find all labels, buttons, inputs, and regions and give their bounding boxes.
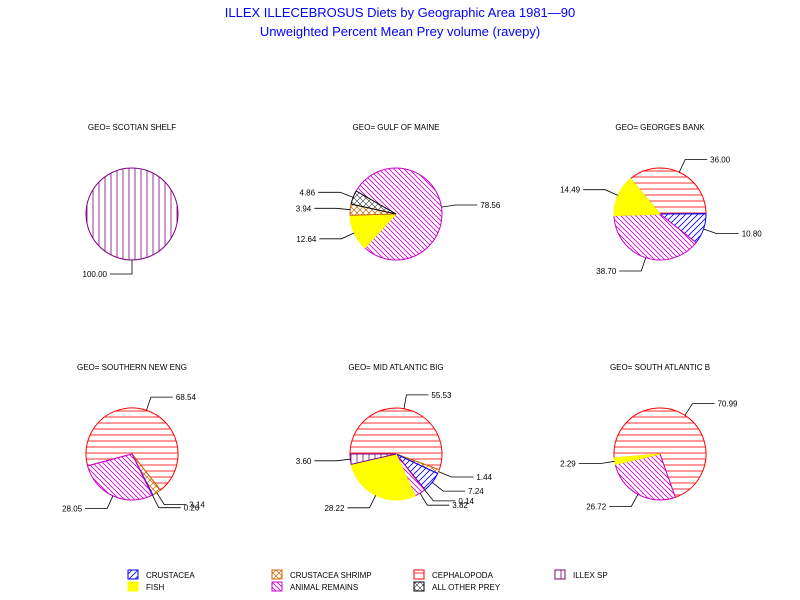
legend-label: ALL OTHER PREY (432, 583, 501, 592)
slice-value-label: 3.82 (452, 501, 468, 510)
legend-swatch (554, 569, 566, 580)
slice-value-label: 10.80 (742, 230, 763, 239)
slice-value-label: 68.54 (176, 393, 197, 402)
legend-item-crustacea: CRUSTACEA (127, 569, 195, 580)
pies-group: GEO= SCOTIAN SHELF 100.00 GEO= GULF OF MAI… (62, 123, 762, 514)
slice-value-label: 36.00 (710, 156, 731, 165)
slice-value-label: 100.00 (83, 270, 108, 279)
leader-line (146, 396, 173, 411)
slice-value-label: 0.26 (184, 504, 200, 513)
slice-value-label: 1.44 (476, 473, 492, 482)
legend-swatch (127, 581, 139, 592)
legend-item-crustacea-shrimp: CRUSTACEA SHRIMP (271, 569, 372, 580)
pie-slice-cephalopoda (613, 407, 707, 499)
slice-value-label: 3.94 (296, 204, 312, 213)
slice-value-label: 12.64 (296, 235, 317, 244)
slice-value-label: 0.14 (458, 497, 474, 506)
legend-item-all-other-prey: ALL OTHER PREY (413, 581, 501, 592)
leader-line (314, 458, 351, 462)
pie-slice-fish (350, 453, 416, 501)
slice-value-label: 4.86 (300, 188, 316, 197)
pie-slice-cephalopoda (349, 407, 443, 471)
pie-slice-fish (613, 178, 662, 217)
legend-label: CRUSTACEA SHRIMP (290, 571, 372, 580)
leader-line (703, 228, 739, 235)
legend-swatch (413, 581, 425, 592)
pie-label: GEO= GEORGES BANK (615, 123, 705, 132)
leader-line (319, 232, 355, 240)
legend: CRUSTACEA FISH CRUSTACEA SHRIMP ANIMAL REMA… (127, 569, 608, 592)
pie-slice-cephalopoda (85, 407, 179, 491)
pie-label: GEO= SOUTH ATLANTIC B (610, 363, 710, 372)
leader-line (110, 260, 133, 275)
leader-line (156, 492, 187, 506)
leader-line (85, 495, 114, 510)
legend-label: FISH (146, 583, 164, 592)
leader-line (424, 489, 456, 502)
legend-label: ANIMAL REMAINS (290, 583, 358, 592)
pie-slice-animal-remains (614, 453, 676, 501)
slice-value-label: 3.60 (296, 457, 312, 466)
legend-item-cephalopoda: CEPHALOPODA (413, 569, 494, 580)
leader-line (419, 492, 450, 506)
pie-panel: GEO= GULF OF MAINE 78.56 12.64 3.94 4.86 (296, 123, 501, 261)
legend-item-animal-remains: ANIMAL REMAINS (271, 581, 358, 592)
legend-label: CEPHALOPODA (432, 571, 494, 580)
legend-label: ILLEX SP (573, 571, 608, 580)
slice-value-label: 70.99 (717, 400, 738, 409)
pie-panel: GEO= SOUTH ATLANTIC B 70.99 26.72 2.29 (560, 363, 738, 512)
pie-panel: GEO= SOUTHERN NEW ENG 68.54 3.140.26 28.05 (62, 363, 205, 514)
legend-swatch (271, 569, 283, 580)
leader-line (152, 495, 181, 509)
chart-subtitle: Unweighted Percent Mean Prey volume (rav… (260, 24, 540, 39)
leader-line (441, 204, 478, 208)
leader-line (578, 460, 615, 464)
pie-label: GEO= SCOTIAN SHELF (88, 123, 176, 132)
legend-swatch (127, 569, 139, 580)
legend-swatch (271, 581, 283, 592)
leader-line (438, 471, 474, 478)
legend-item-illex-sp: ILLEX SP (554, 569, 608, 580)
slice-value-label: 38.70 (596, 267, 617, 276)
pie-slice-cephalopoda (629, 167, 707, 215)
pie-label: GEO= SOUTHERN NEW ENG (77, 363, 187, 372)
slice-value-label: 78.56 (480, 201, 501, 210)
pie-panel: GEO= MID ATLANTIC BIG55.531.447.240.143.… (296, 363, 493, 513)
slice-value-label: 28.22 (324, 504, 345, 513)
leader-line (684, 403, 715, 416)
pie-panel: GEO= GEORGES BANK 36.00 10.80 38.70 14.49 (560, 123, 762, 276)
slice-value-label: 26.72 (586, 503, 607, 512)
slice-value-label: 3.14 (189, 501, 205, 510)
leader-line (583, 189, 619, 196)
legend-item-fish: FISH (127, 581, 164, 592)
chart-title: ILLEX ILLECEBROSUS Diets by Geographic A… (225, 5, 575, 20)
slice-value-label: 7.24 (468, 487, 484, 496)
slice-value-label: 55.53 (431, 391, 452, 400)
legend-label: CRUSTACEA (146, 571, 195, 580)
leader-line (431, 482, 466, 492)
pie-label: GEO= GULF OF MAINE (353, 123, 440, 132)
slice-value-label: 14.49 (560, 186, 581, 195)
pie-slice-all-other-prey (350, 190, 397, 215)
slice-value-label: 2.29 (560, 460, 576, 469)
leader-line (318, 191, 354, 198)
leader-line (609, 494, 639, 508)
leader-line (347, 495, 377, 509)
leader-line (678, 159, 708, 173)
pie-label: GEO= MID ATLANTIC BIG (348, 363, 443, 372)
slice-value-label: 28.05 (62, 505, 83, 514)
leader-line (403, 394, 429, 409)
legend-swatch (413, 569, 425, 580)
pie-slice-illex-sp (85, 167, 179, 261)
pie-slice-animal-remains (355, 167, 443, 261)
leader-line (619, 257, 647, 272)
pie-slice-animal-remains (86, 453, 153, 501)
pie-panel: GEO= SCOTIAN SHELF 100.00 (83, 123, 179, 279)
leader-line (314, 207, 351, 211)
